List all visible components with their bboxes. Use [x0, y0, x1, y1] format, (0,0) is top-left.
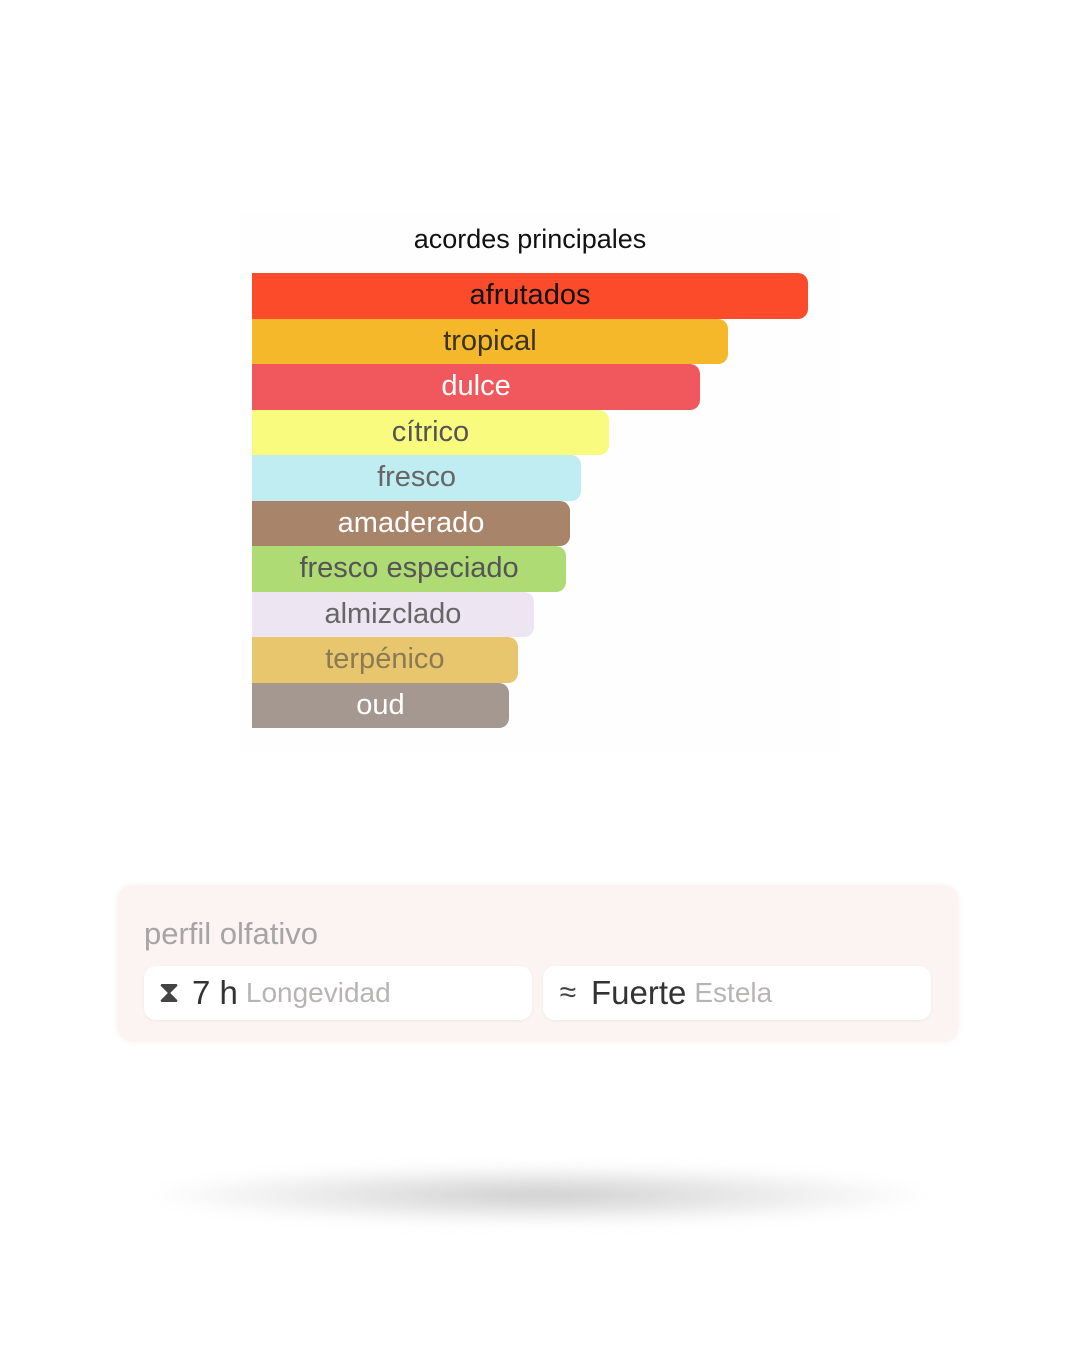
hourglass-icon: ⧗ [158, 976, 180, 1009]
accord-label: terpénico [325, 643, 445, 676]
accord-label: amaderado [337, 506, 485, 539]
chart-title: acordes principales [413, 224, 647, 254]
longevity-label: Longevidad [245, 977, 391, 1008]
accord-label: almizclado [324, 597, 462, 630]
sillage-label: Estela [694, 977, 773, 1008]
accord-bar-4: fresco [252, 455, 582, 501]
profile-title: perfil olfativo [144, 916, 319, 951]
accord-label: fresco [377, 461, 457, 494]
accord-bar-8: terpénico [252, 637, 518, 683]
accord-bar-0: afrutados [252, 273, 808, 319]
accord-bar-6: fresco especiado [252, 546, 567, 592]
accord-bars: afrutados tropical dulce cítrico fresco amade… [252, 273, 808, 728]
accord-bar-1: tropical [252, 318, 728, 364]
sillage-value: Fuerte [591, 974, 687, 1011]
waves-icon: ≈ [559, 976, 577, 1009]
olfactory-profile-card: perfil olfativo ⧗ 7 h Longevidad ≈ Fuert… [118, 886, 958, 1041]
accord-label: oud [356, 688, 405, 721]
accord-bar-9: oud [252, 682, 509, 728]
accord-label: dulce [441, 370, 511, 403]
accord-label: tropical [443, 324, 537, 357]
longevity-value: 7 h [192, 974, 238, 1011]
accord-label: cítrico [391, 415, 470, 448]
accord-label: afrutados [469, 279, 591, 312]
longevity-stat: ⧗ 7 h Longevidad [144, 966, 532, 1020]
accord-bar-5: amaderado [252, 500, 571, 546]
accord-bar-7: almizclado [252, 591, 534, 637]
accord-bar-3: cítrico [252, 409, 609, 455]
accord-label: fresco especiado [299, 552, 519, 585]
sillage-stat: ≈ Fuerte Estela [543, 966, 931, 1020]
accord-bar-2: dulce [252, 364, 701, 410]
drop-shadow [150, 1165, 930, 1225]
